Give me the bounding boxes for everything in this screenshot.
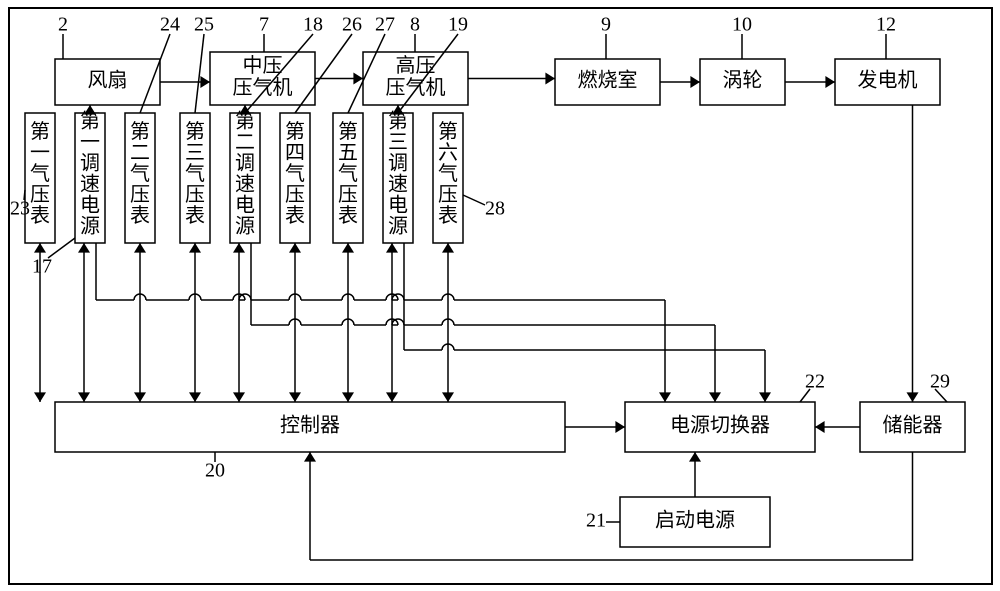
svg-text:压: 压 [185, 184, 205, 206]
svg-text:电: 电 [388, 194, 408, 217]
svg-text:一: 一 [30, 142, 50, 164]
svg-text:气: 气 [338, 162, 358, 185]
svg-text:7: 7 [259, 14, 269, 36]
svg-text:五: 五 [338, 142, 358, 164]
svg-text:12: 12 [876, 14, 896, 36]
svg-text:第: 第 [130, 120, 150, 143]
svg-text:气: 气 [438, 162, 458, 185]
svg-text:源: 源 [388, 215, 408, 238]
svg-text:表: 表 [30, 204, 50, 227]
svg-text:六: 六 [438, 141, 458, 164]
svg-text:压气机: 压气机 [386, 76, 446, 99]
svg-text:压气机: 压气机 [233, 76, 293, 99]
svg-text:高压: 高压 [396, 54, 436, 77]
svg-text:2: 2 [58, 14, 68, 36]
svg-text:气: 气 [30, 162, 50, 185]
svg-text:压: 压 [130, 184, 150, 206]
svg-text:二: 二 [235, 132, 255, 154]
svg-text:源: 源 [80, 215, 100, 238]
svg-text:25: 25 [194, 14, 214, 36]
svg-text:电源切换器: 电源切换器 [670, 414, 770, 437]
svg-text:19: 19 [448, 14, 468, 36]
svg-text:三: 三 [185, 142, 205, 164]
svg-text:速: 速 [235, 173, 255, 196]
svg-text:18: 18 [303, 14, 323, 36]
svg-text:压: 压 [285, 184, 305, 206]
svg-text:表: 表 [438, 204, 458, 227]
svg-text:24: 24 [160, 14, 180, 36]
svg-text:气: 气 [130, 162, 150, 185]
svg-text:调: 调 [235, 152, 255, 175]
svg-text:三: 三 [388, 132, 408, 154]
svg-text:表: 表 [130, 204, 150, 227]
svg-text:速: 速 [80, 173, 100, 196]
svg-text:燃烧室: 燃烧室 [578, 69, 638, 92]
svg-text:一: 一 [80, 132, 100, 154]
svg-text:速: 速 [388, 173, 408, 196]
svg-text:源: 源 [235, 215, 255, 238]
svg-text:28: 28 [485, 198, 505, 220]
svg-text:10: 10 [732, 14, 752, 36]
svg-text:调: 调 [80, 152, 100, 175]
svg-text:四: 四 [285, 142, 305, 164]
svg-text:26: 26 [342, 14, 362, 36]
svg-text:电: 电 [235, 194, 255, 217]
svg-text:第: 第 [185, 120, 205, 143]
svg-text:压: 压 [338, 184, 358, 206]
svg-text:27: 27 [375, 14, 395, 36]
svg-text:气: 气 [185, 162, 205, 185]
svg-text:第: 第 [438, 120, 458, 143]
svg-text:22: 22 [805, 371, 825, 393]
svg-text:21: 21 [586, 510, 606, 532]
svg-text:风扇: 风扇 [88, 69, 128, 92]
svg-text:第: 第 [285, 120, 305, 143]
svg-text:9: 9 [601, 14, 611, 36]
svg-text:29: 29 [930, 371, 950, 393]
svg-text:23: 23 [10, 198, 30, 220]
svg-text:启动电源: 启动电源 [655, 509, 735, 532]
svg-text:第: 第 [338, 120, 358, 143]
svg-text:二: 二 [130, 142, 150, 164]
svg-text:储能器: 储能器 [883, 414, 943, 437]
svg-text:调: 调 [388, 152, 408, 175]
svg-text:表: 表 [185, 204, 205, 227]
svg-text:17: 17 [32, 256, 52, 278]
svg-text:表: 表 [338, 204, 358, 227]
svg-text:气: 气 [285, 162, 305, 185]
svg-text:涡轮: 涡轮 [723, 69, 763, 92]
svg-text:第: 第 [30, 120, 50, 143]
svg-text:发电机: 发电机 [858, 69, 918, 92]
svg-text:8: 8 [410, 14, 420, 36]
svg-text:中压: 中压 [243, 54, 283, 77]
svg-text:20: 20 [205, 460, 225, 482]
svg-text:电: 电 [80, 194, 100, 217]
svg-text:表: 表 [285, 204, 305, 227]
svg-text:压: 压 [30, 184, 50, 206]
svg-text:压: 压 [438, 184, 458, 206]
svg-text:控制器: 控制器 [280, 414, 340, 437]
